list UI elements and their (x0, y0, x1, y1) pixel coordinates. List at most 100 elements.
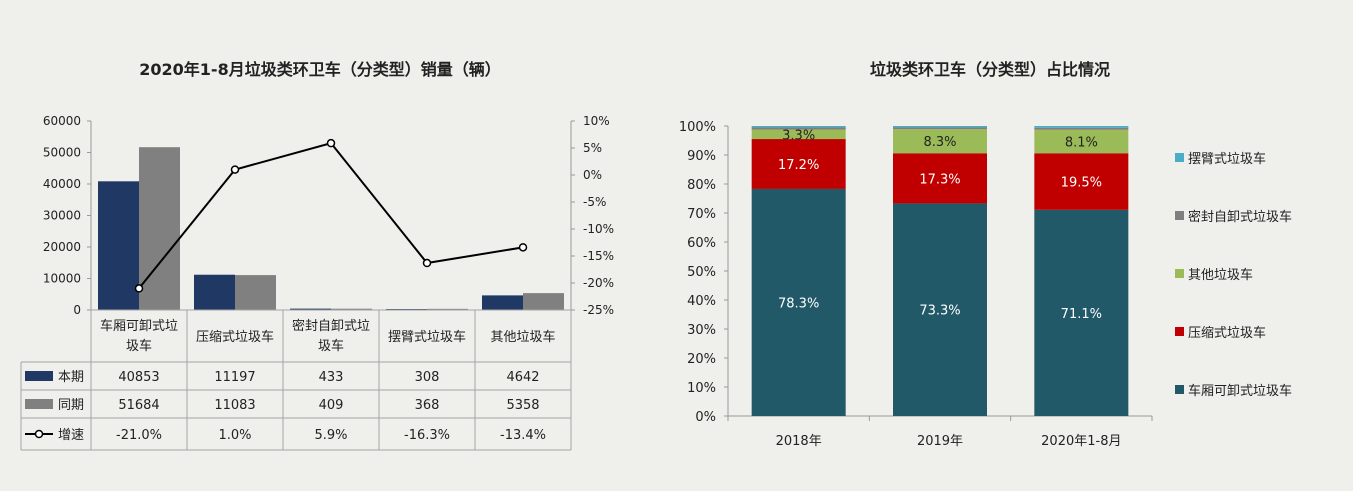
y-tick-label: 60000 (43, 114, 81, 128)
legend-label: 压缩式垃圾车 (1188, 325, 1266, 341)
segment-label: 78.3% (778, 296, 819, 311)
category-label: 车厢可卸式垃 (100, 318, 178, 334)
legend-swatch (1175, 269, 1184, 278)
table-cell-value: 308 (415, 370, 440, 385)
pct-tick-label: 90% (687, 149, 716, 164)
segment-label: 17.2% (778, 158, 819, 173)
bar-prior (139, 147, 180, 310)
bar-current (98, 181, 139, 310)
table-series-name: 增速 (58, 428, 84, 443)
y-tick-label: 0 (73, 303, 81, 317)
table-legend-key (25, 371, 53, 381)
bar-prior (235, 275, 276, 310)
y2-tick-label: 5% (583, 141, 602, 155)
pct-tick-label: 60% (687, 236, 716, 251)
bar-prior (331, 308, 372, 310)
table-legend-key (25, 399, 53, 409)
table-series-name: 同期 (58, 398, 84, 413)
table-cell-value: 5.9% (314, 428, 347, 443)
growth-point (326, 138, 336, 148)
table-cell-value: 4642 (506, 370, 539, 385)
bar-current (290, 308, 331, 310)
table-legend-key (34, 429, 44, 439)
bar-prior (427, 308, 468, 310)
y2-tick-label: -10% (583, 222, 614, 236)
table-cell-value: 11197 (214, 370, 255, 385)
legend-label: 摆臂式垃圾车 (1188, 151, 1266, 167)
stack-segment (1034, 209, 1129, 416)
table-cell-value: 409 (319, 398, 344, 413)
pct-tick-label: 70% (687, 207, 716, 222)
growth-point (134, 284, 144, 293)
table-cell-value: 1.0% (218, 428, 251, 443)
pct-category-label: 2018年 (776, 434, 822, 449)
growth-point (518, 243, 528, 252)
stack-segment (893, 127, 987, 130)
bar-current (194, 274, 235, 310)
pct-tick-label: 0% (695, 410, 716, 425)
bar-current (482, 295, 523, 310)
legend-label: 密封自卸式垃圾车 (1188, 209, 1292, 225)
segment-label: 17.3% (919, 172, 960, 187)
stack-segment (893, 126, 987, 128)
legend-swatch (1175, 211, 1184, 220)
growth-point (422, 258, 432, 268)
bar-prior (523, 293, 564, 310)
pct-tick-label: 10% (687, 381, 716, 396)
stack-segment (751, 188, 846, 416)
y2-tick-label: -20% (583, 276, 614, 290)
y2-tick-label: -5% (583, 195, 606, 209)
stack-segment (893, 153, 987, 204)
segment-label: 73.3% (919, 304, 960, 319)
y2-tick-label: -15% (583, 249, 614, 263)
pct-tick-label: 50% (687, 265, 716, 280)
stack-segment (751, 129, 846, 140)
stack-segment (893, 129, 987, 154)
pct-tick-label: 20% (687, 352, 716, 367)
table-cell-value: 11083 (214, 398, 255, 413)
segment-label: 3.3% (782, 128, 815, 143)
table-cell-value: -13.4% (500, 428, 546, 443)
stack-segment (1034, 127, 1129, 130)
growth-point (230, 165, 240, 174)
stack-segment (751, 139, 846, 189)
category-label: 密封自卸式垃 (292, 318, 370, 334)
y2-tick-label: 0% (583, 168, 602, 182)
table-series-name: 本期 (58, 370, 84, 385)
legend-swatch (1175, 153, 1184, 162)
growth-line (138, 142, 524, 290)
y-tick-label: 40000 (43, 177, 81, 191)
table-cell-value: 433 (319, 370, 344, 385)
category-label: 圾车 (126, 338, 152, 354)
category-label: 压缩式垃圾车 (196, 329, 274, 345)
right-chart-title: 垃圾类环卫车（分类型）占比情况 (869, 60, 1110, 79)
y-tick-label: 30000 (43, 209, 81, 223)
pct-category-label: 2020年1-8月 (1041, 434, 1121, 449)
y-tick-label: 10000 (43, 272, 81, 286)
category-label: 圾车 (318, 338, 344, 354)
y2-tick-label: -25% (583, 303, 614, 317)
table-cell-value: -21.0% (116, 428, 162, 443)
pct-category-label: 2019年 (917, 434, 963, 449)
y-tick-label: 20000 (43, 240, 81, 254)
pct-tick-label: 100% (679, 120, 716, 135)
segment-label: 8.3% (923, 135, 956, 150)
y-tick-label: 50000 (43, 146, 81, 160)
stack-segment (1034, 129, 1129, 154)
legend-swatch (1175, 327, 1184, 336)
table-cell-value: -16.3% (404, 428, 450, 443)
legend-label: 其他垃圾车 (1188, 267, 1253, 283)
table-cell-value: 5358 (506, 398, 539, 413)
stack-segment (751, 126, 846, 128)
y2-tick-label: 10% (583, 114, 610, 128)
segment-label: 8.1% (1065, 136, 1098, 151)
table-cell-value: 368 (415, 398, 440, 413)
left-chart-title: 2020年1-8月垃圾类环卫车（分类型）销量（辆） (139, 60, 501, 79)
pct-tick-label: 80% (687, 178, 716, 193)
table-cell-value: 51684 (118, 398, 159, 413)
segment-label: 19.5% (1061, 176, 1102, 191)
table-cell-value: 40853 (118, 370, 159, 385)
stack-segment (751, 127, 846, 130)
legend-label: 车厢可卸式垃圾车 (1188, 383, 1292, 399)
